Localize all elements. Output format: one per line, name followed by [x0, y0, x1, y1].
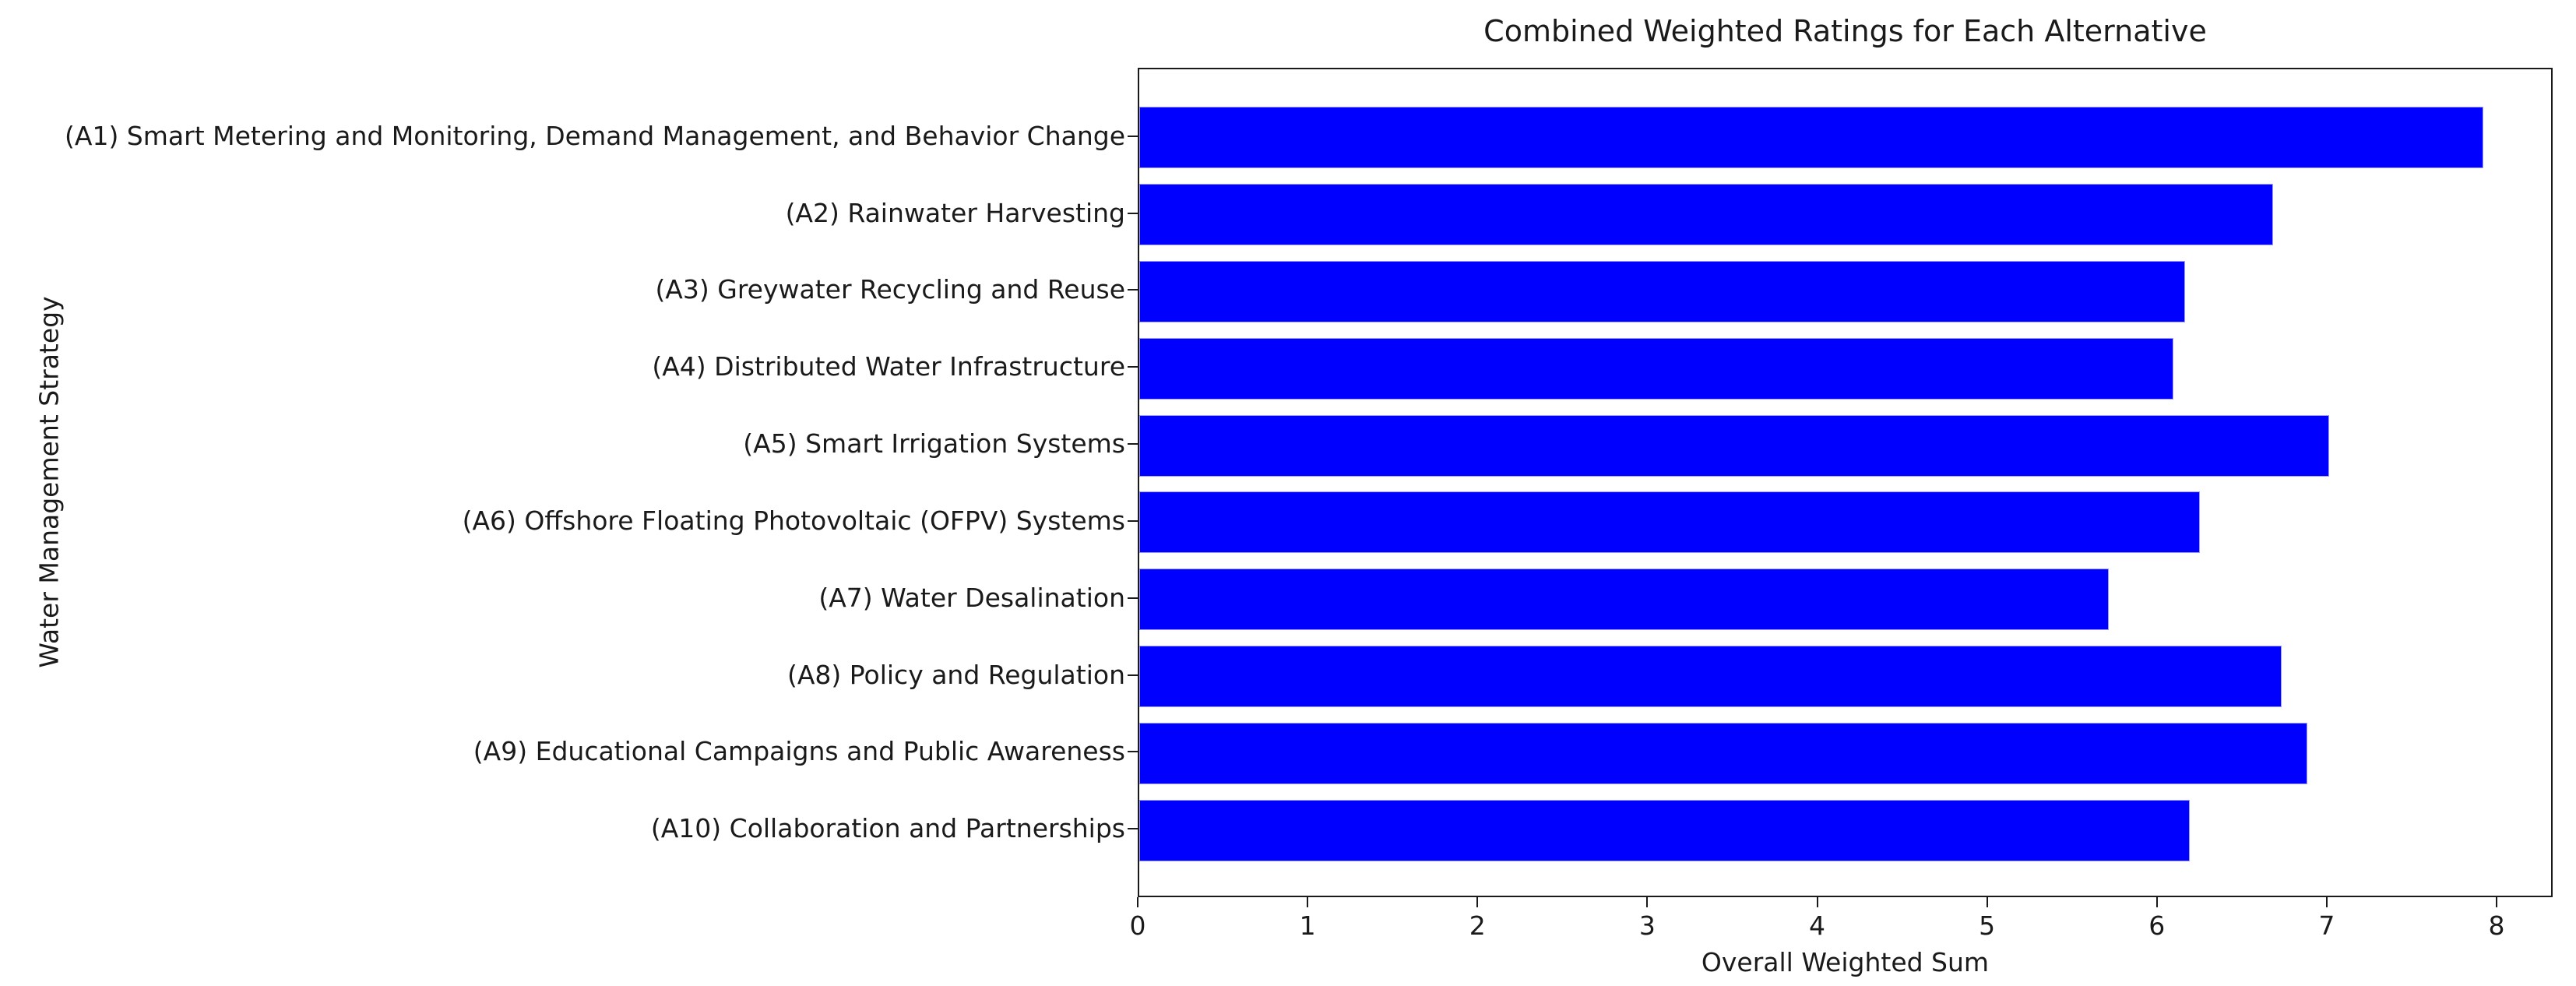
- y-tick-mark: [1128, 751, 1138, 753]
- x-tick-label: 7: [2318, 910, 2335, 941]
- y-tick-mark: [1128, 135, 1138, 137]
- x-tick-label: 4: [1809, 910, 1825, 941]
- x-axis-title: Overall Weighted Sum: [1701, 947, 1990, 977]
- y-tick-label: (A2) Rainwater Harvesting: [785, 197, 1125, 228]
- x-tick-label: 5: [1979, 910, 1996, 941]
- chart-title: Combined Weighted Ratings for Each Alter…: [1483, 14, 2207, 48]
- y-tick-label: (A7) Water Desalination: [818, 582, 1125, 613]
- x-tick-label: 8: [2488, 910, 2505, 941]
- y-tick-mark: [1128, 443, 1138, 445]
- x-tick-label: 0: [1129, 910, 1146, 941]
- y-tick-label: (A1) Smart Metering and Monitoring, Dema…: [65, 120, 1125, 151]
- bar: [1139, 260, 2185, 322]
- plot-area: [1138, 68, 2553, 897]
- x-tick-mark: [1476, 897, 1479, 907]
- x-tick-label: 6: [2148, 910, 2166, 941]
- y-tick-label: (A5) Smart Irrigation Systems: [743, 428, 1125, 460]
- x-tick-mark: [1986, 897, 1988, 907]
- bar: [1139, 491, 2201, 554]
- y-tick-label: (A6) Offshore Floating Photovoltaic (OFP…: [462, 505, 1125, 536]
- x-tick-label: 3: [1638, 910, 1656, 941]
- y-tick-label: (A10) Collaboration and Partnerships: [650, 813, 1125, 844]
- y-tick-mark: [1128, 366, 1138, 368]
- x-tick-mark: [2155, 897, 2158, 907]
- y-tick-mark: [1128, 212, 1138, 214]
- y-tick-mark: [1128, 519, 1138, 522]
- x-tick-mark: [2496, 897, 2498, 907]
- y-tick-mark: [1128, 828, 1138, 830]
- bar: [1139, 184, 2274, 246]
- bar: [1139, 337, 2173, 400]
- x-tick-mark: [1816, 897, 1818, 907]
- y-tick-label: (A9) Educational Campaigns and Public Aw…: [473, 736, 1125, 767]
- x-tick-mark: [1646, 897, 1649, 907]
- bar: [1139, 414, 2329, 477]
- x-tick-mark: [2325, 897, 2328, 907]
- x-tick-label: 2: [1469, 910, 1486, 941]
- bar: [1139, 646, 2282, 708]
- y-tick-mark: [1128, 597, 1138, 599]
- y-tick-label: (A3) Greywater Recycling and Reuse: [655, 274, 1125, 305]
- y-tick-label: (A4) Distributed Water Infrastructure: [652, 351, 1125, 382]
- x-tick-mark: [1137, 897, 1138, 907]
- x-tick-mark: [1307, 897, 1309, 907]
- y-tick-mark: [1128, 289, 1138, 291]
- bar: [1139, 107, 2483, 169]
- x-tick-label: 1: [1299, 910, 1316, 941]
- y-tick-mark: [1128, 674, 1138, 676]
- bar: [1139, 569, 2109, 631]
- bar: [1139, 799, 2191, 861]
- bar: [1139, 722, 2307, 784]
- y-tick-label: (A8) Policy and Regulation: [787, 659, 1125, 690]
